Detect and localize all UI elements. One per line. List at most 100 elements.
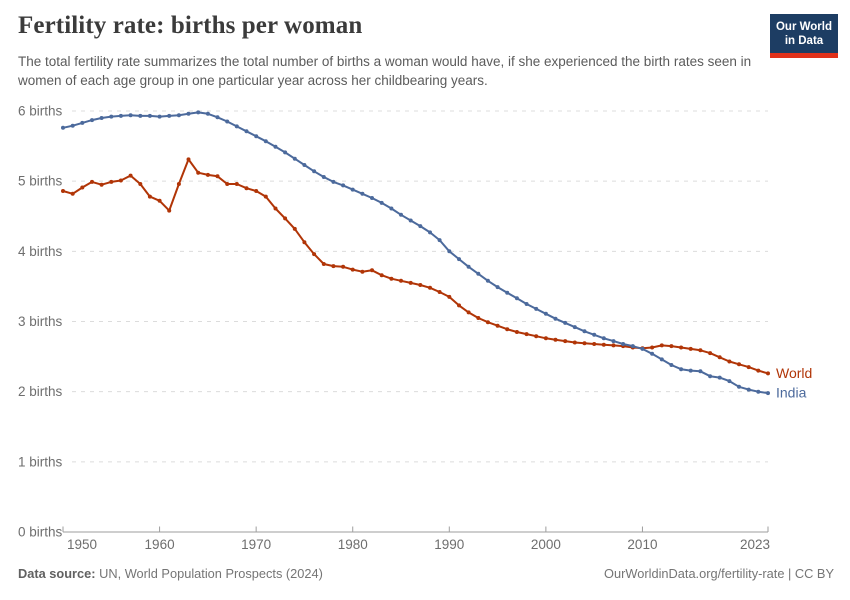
line-world[interactable] bbox=[62, 158, 769, 375]
data-point-world bbox=[225, 182, 230, 186]
x-axis-tick-label: 1960 bbox=[145, 537, 175, 552]
data-point-india bbox=[582, 329, 587, 334]
line-india[interactable] bbox=[62, 111, 769, 395]
data-point-world bbox=[505, 327, 510, 332]
data-point-india bbox=[70, 123, 75, 128]
data-point-world bbox=[99, 182, 104, 187]
data-point-india bbox=[476, 271, 481, 276]
data-point-world bbox=[611, 343, 616, 348]
data-point-world bbox=[90, 179, 94, 184]
data-point-world bbox=[331, 264, 336, 269]
data-point-india bbox=[128, 113, 133, 118]
data-point-india bbox=[90, 118, 94, 123]
data-point-india bbox=[80, 120, 85, 125]
data-point-india bbox=[147, 113, 152, 118]
data-point-india bbox=[234, 124, 239, 129]
owid-logo-line2: in Data bbox=[784, 35, 824, 47]
data-point-world bbox=[717, 355, 722, 360]
data-point-world bbox=[157, 198, 162, 203]
data-point-india bbox=[379, 200, 384, 205]
x-axis-tick-label: 2000 bbox=[531, 537, 561, 552]
data-point-india bbox=[553, 316, 558, 321]
data-point-world bbox=[601, 342, 606, 347]
data-point-world bbox=[167, 208, 172, 213]
data-point-india bbox=[437, 238, 442, 243]
data-point-world bbox=[273, 206, 278, 211]
data-point-india bbox=[698, 369, 703, 374]
data-point-india bbox=[312, 169, 317, 174]
data-point-india bbox=[399, 212, 403, 217]
data-point-world bbox=[399, 278, 403, 283]
data-point-world bbox=[524, 332, 529, 337]
data-point-india bbox=[572, 325, 577, 330]
data-point-world bbox=[485, 320, 490, 325]
data-point-world bbox=[418, 283, 423, 287]
y-axis-tick-label: 0 births bbox=[18, 525, 63, 540]
data-point-world bbox=[437, 290, 442, 294]
data-point-india bbox=[118, 113, 123, 118]
data-point-india bbox=[205, 111, 210, 116]
data-point-india bbox=[543, 311, 548, 316]
data-point-india bbox=[176, 113, 181, 118]
x-axis-tick-label: 1950 bbox=[67, 537, 97, 552]
credit-link[interactable]: OurWorldinData.org/fertility-rate | CC B… bbox=[604, 566, 834, 581]
data-point-world bbox=[756, 368, 761, 373]
data-point-india bbox=[292, 156, 297, 161]
data-point-world bbox=[109, 179, 114, 184]
data-point-india bbox=[273, 144, 278, 149]
series-label-world[interactable]: World bbox=[776, 365, 812, 381]
data-point-india bbox=[485, 278, 490, 283]
data-point-world bbox=[70, 191, 75, 196]
data-point-india bbox=[592, 332, 597, 337]
data-point-india bbox=[505, 290, 510, 295]
data-point-india bbox=[254, 134, 259, 139]
data-point-india bbox=[679, 367, 684, 372]
data-point-world bbox=[61, 189, 65, 193]
data-point-world bbox=[708, 351, 713, 356]
data-point-world bbox=[659, 343, 664, 348]
data-point-world bbox=[118, 178, 123, 183]
data-point-world bbox=[196, 170, 201, 175]
owid-logo: Our World in Data bbox=[770, 14, 838, 58]
data-point-india bbox=[601, 336, 606, 341]
data-point-india bbox=[167, 113, 172, 118]
data-point-world bbox=[147, 194, 152, 199]
data-point-world bbox=[428, 285, 432, 290]
data-point-world bbox=[572, 340, 577, 345]
data-point-india bbox=[341, 183, 346, 188]
series-world[interactable]: World bbox=[61, 157, 812, 381]
data-point-india bbox=[630, 344, 635, 349]
data-point-world bbox=[302, 240, 307, 245]
series-india[interactable]: India bbox=[61, 110, 807, 401]
data-point-world bbox=[263, 194, 268, 199]
data-point-india bbox=[196, 110, 201, 115]
data-point-india bbox=[659, 357, 664, 362]
data-point-india bbox=[157, 114, 162, 119]
data-point-india bbox=[138, 113, 143, 118]
data-point-india bbox=[225, 119, 230, 124]
y-axis-tick-label: 6 births bbox=[18, 104, 63, 119]
data-point-world bbox=[563, 339, 568, 344]
data-point-india bbox=[61, 125, 65, 130]
x-axis-tick-label: 1980 bbox=[338, 537, 368, 552]
data-point-india bbox=[534, 306, 539, 311]
data-point-world bbox=[370, 268, 374, 273]
data-point-world bbox=[679, 345, 684, 350]
data-point-world bbox=[312, 252, 317, 257]
series-label-india[interactable]: India bbox=[776, 385, 807, 401]
data-point-india bbox=[563, 320, 568, 325]
data-point-world bbox=[457, 303, 461, 308]
data-source: Data source: UN, World Population Prospe… bbox=[18, 566, 323, 581]
x-axis-tick-label: 2023 bbox=[740, 537, 770, 552]
data-point-india bbox=[756, 389, 761, 394]
data-point-india bbox=[727, 379, 732, 384]
data-point-india bbox=[263, 139, 268, 144]
data-point-world bbox=[138, 182, 143, 186]
data-point-india bbox=[244, 129, 249, 134]
data-point-world bbox=[553, 337, 558, 342]
y-axis-tick-label: 4 births bbox=[18, 244, 63, 259]
data-point-india bbox=[389, 206, 394, 211]
data-point-india bbox=[457, 257, 461, 262]
data-point-india bbox=[215, 115, 220, 120]
